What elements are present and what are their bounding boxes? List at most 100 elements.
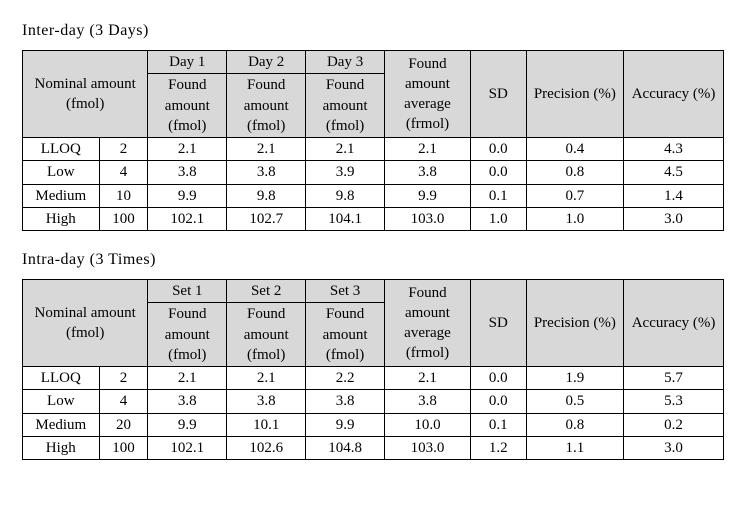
- col-sd: SD: [470, 51, 526, 138]
- col-found-1: Found amount (fmol): [148, 74, 227, 138]
- cell-accuracy: 3.0: [624, 436, 724, 459]
- cell-accuracy: 1.4: [624, 184, 724, 207]
- col-sd: SD: [470, 280, 526, 367]
- cell-nominal: 4: [99, 390, 148, 413]
- cell-nominal: 100: [99, 207, 148, 230]
- col-found-3: Found amount (fmol): [306, 303, 385, 367]
- row-label: Medium: [23, 413, 100, 436]
- cell-accuracy: 5.3: [624, 390, 724, 413]
- col-precision: Precision (%): [526, 51, 623, 138]
- col-accuracy: Accuracy (%): [624, 280, 724, 367]
- intra-day-table: Nominal amount (fmol) Set 1 Set 2 Set 3 …: [22, 279, 724, 460]
- col-period-3: Set 3: [306, 280, 385, 303]
- cell-found: 102.6: [227, 436, 306, 459]
- cell-found: 2.1: [227, 367, 306, 390]
- cell-found: 2.1: [148, 367, 227, 390]
- cell-sd: 0.0: [470, 390, 526, 413]
- cell-sd: 0.0: [470, 138, 526, 161]
- col-precision: Precision (%): [526, 280, 623, 367]
- cell-precision: 0.4: [526, 138, 623, 161]
- inter-day-table: Nominal amount (fmol) Day 1 Day 2 Day 3 …: [22, 50, 724, 231]
- cell-found: 3.8: [227, 161, 306, 184]
- cell-nominal: 4: [99, 161, 148, 184]
- cell-nominal: 2: [99, 138, 148, 161]
- cell-sd: 0.0: [470, 161, 526, 184]
- cell-found: 9.9: [306, 413, 385, 436]
- table-row: High 100 102.1 102.6 104.8 103.0 1.2 1.1…: [23, 436, 724, 459]
- cell-precision: 0.8: [526, 413, 623, 436]
- col-accuracy: Accuracy (%): [624, 51, 724, 138]
- cell-avg: 3.8: [385, 390, 471, 413]
- col-nominal: Nominal amount (fmol): [23, 51, 148, 138]
- cell-nominal: 10: [99, 184, 148, 207]
- cell-nominal: 100: [99, 436, 148, 459]
- table-row: Medium 20 9.9 10.1 9.9 10.0 0.1 0.8 0.2: [23, 413, 724, 436]
- cell-found: 9.8: [306, 184, 385, 207]
- cell-found: 10.1: [227, 413, 306, 436]
- cell-found: 3.8: [306, 390, 385, 413]
- section-title-intra-day: Intra-day (3 Times): [22, 251, 729, 269]
- cell-precision: 0.5: [526, 390, 623, 413]
- cell-found: 2.2: [306, 367, 385, 390]
- cell-accuracy: 3.0: [624, 207, 724, 230]
- col-found-3: Found amount (fmol): [306, 74, 385, 138]
- cell-found: 3.9: [306, 161, 385, 184]
- cell-nominal: 20: [99, 413, 148, 436]
- cell-precision: 1.0: [526, 207, 623, 230]
- cell-accuracy: 5.7: [624, 367, 724, 390]
- row-label: High: [23, 207, 100, 230]
- cell-avg: 10.0: [385, 413, 471, 436]
- col-period-1: Set 1: [148, 280, 227, 303]
- table-row: LLOQ 2 2.1 2.1 2.1 2.1 0.0 0.4 4.3: [23, 138, 724, 161]
- cell-avg: 103.0: [385, 207, 471, 230]
- table-row: High 100 102.1 102.7 104.1 103.0 1.0 1.0…: [23, 207, 724, 230]
- table-row: LLOQ 2 2.1 2.1 2.2 2.1 0.0 1.9 5.7: [23, 367, 724, 390]
- cell-accuracy: 4.3: [624, 138, 724, 161]
- cell-sd: 0.1: [470, 184, 526, 207]
- col-found-2: Found amount (fmol): [227, 303, 306, 367]
- cell-found: 3.8: [227, 390, 306, 413]
- cell-found: 102.1: [148, 207, 227, 230]
- col-avg: Found amount average (frmol): [385, 51, 471, 138]
- cell-found: 104.8: [306, 436, 385, 459]
- cell-found: 3.8: [148, 390, 227, 413]
- cell-found: 3.8: [148, 161, 227, 184]
- cell-found: 102.7: [227, 207, 306, 230]
- cell-sd: 1.0: [470, 207, 526, 230]
- col-period-1: Day 1: [148, 51, 227, 74]
- row-label: Low: [23, 390, 100, 413]
- cell-avg: 2.1: [385, 367, 471, 390]
- cell-sd: 0.1: [470, 413, 526, 436]
- cell-found: 9.8: [227, 184, 306, 207]
- cell-avg: 3.8: [385, 161, 471, 184]
- col-found-2: Found amount (fmol): [227, 74, 306, 138]
- table-row: Low 4 3.8 3.8 3.9 3.8 0.0 0.8 4.5: [23, 161, 724, 184]
- cell-precision: 1.9: [526, 367, 623, 390]
- col-period-3: Day 3: [306, 51, 385, 74]
- row-label: LLOQ: [23, 138, 100, 161]
- cell-found: 2.1: [227, 138, 306, 161]
- row-label: LLOQ: [23, 367, 100, 390]
- cell-precision: 0.7: [526, 184, 623, 207]
- cell-avg: 9.9: [385, 184, 471, 207]
- table-row: Low 4 3.8 3.8 3.8 3.8 0.0 0.5 5.3: [23, 390, 724, 413]
- row-label: Low: [23, 161, 100, 184]
- cell-found: 9.9: [148, 413, 227, 436]
- table-row: Medium 10 9.9 9.8 9.8 9.9 0.1 0.7 1.4: [23, 184, 724, 207]
- cell-found: 9.9: [148, 184, 227, 207]
- cell-found: 104.1: [306, 207, 385, 230]
- col-found-1: Found amount (fmol): [148, 303, 227, 367]
- cell-found: 102.1: [148, 436, 227, 459]
- col-nominal: Nominal amount (fmol): [23, 280, 148, 367]
- section-title-inter-day: Inter-day (3 Days): [22, 22, 729, 40]
- cell-precision: 1.1: [526, 436, 623, 459]
- cell-found: 2.1: [306, 138, 385, 161]
- cell-nominal: 2: [99, 367, 148, 390]
- col-period-2: Day 2: [227, 51, 306, 74]
- col-period-2: Set 2: [227, 280, 306, 303]
- cell-accuracy: 0.2: [624, 413, 724, 436]
- cell-precision: 0.8: [526, 161, 623, 184]
- cell-found: 2.1: [148, 138, 227, 161]
- cell-avg: 103.0: [385, 436, 471, 459]
- cell-avg: 2.1: [385, 138, 471, 161]
